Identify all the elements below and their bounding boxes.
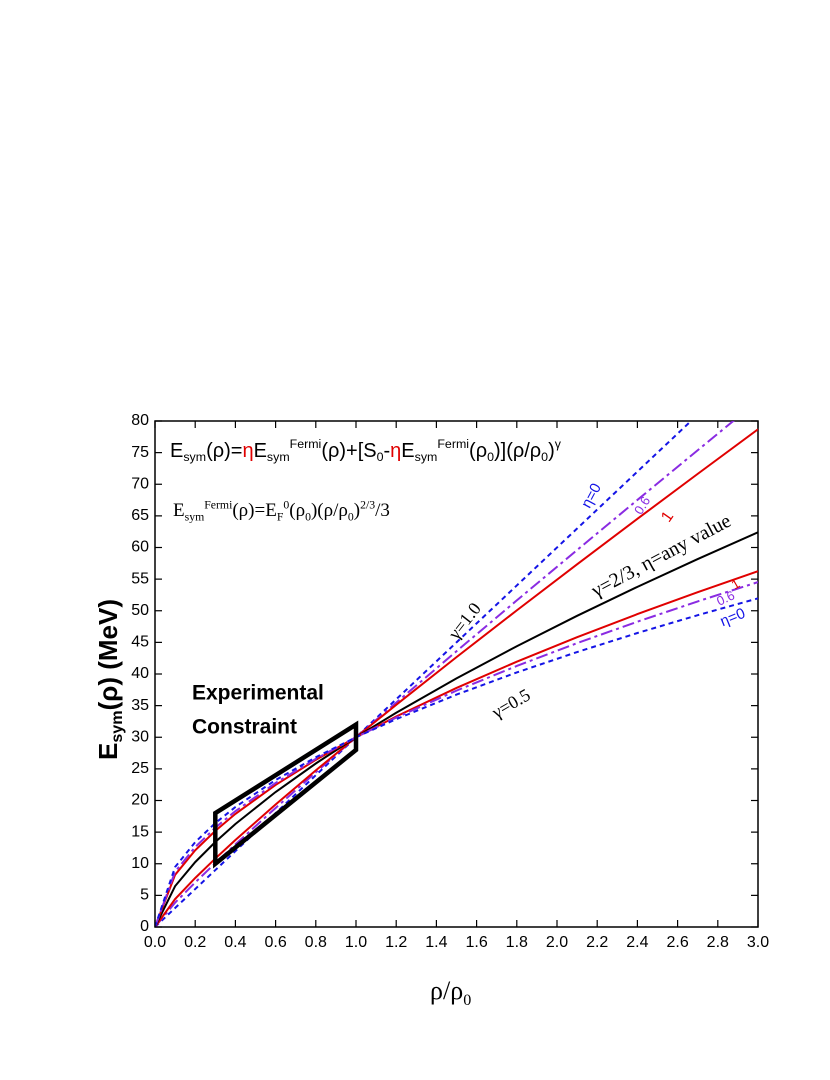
x-tick-label: 0.8: [305, 934, 327, 951]
text-part: )](ρ/ρ: [494, 440, 541, 462]
text-part: Fermi: [290, 437, 322, 451]
text-part: Fermi: [437, 437, 469, 451]
text-part: 0: [541, 450, 548, 464]
y-tick-label: 25: [131, 760, 149, 777]
x-tick-label: 1.6: [465, 934, 487, 951]
text-part: Fermi: [204, 498, 233, 511]
x-tick-label: 2.0: [546, 934, 568, 951]
y-tick-label: 30: [131, 728, 149, 745]
text-part: -: [384, 440, 391, 462]
text-part: sym: [185, 510, 205, 523]
y-tick-label: 50: [131, 602, 149, 619]
text-part: E: [401, 440, 414, 462]
text-part: η: [242, 440, 253, 462]
text-part: E: [93, 743, 123, 760]
x-tick-label: 2.4: [626, 934, 648, 951]
x-tick-label: 1.4: [425, 934, 447, 951]
line: [155, 421, 735, 927]
text-part: (ρ) (MeV): [93, 599, 123, 710]
y-tick-label: 45: [131, 634, 149, 651]
y-tick-label: 40: [131, 665, 149, 682]
y-tick-label: 10: [131, 855, 149, 872]
y-tick-label: 60: [131, 539, 149, 556]
text-part: 0: [283, 498, 289, 511]
y-tick-label: 15: [131, 823, 149, 840]
y-tick-label: 5: [140, 887, 149, 904]
text-part: E: [173, 500, 185, 521]
y-tick-label: 80: [131, 412, 149, 429]
text-part: (ρ: [289, 500, 305, 521]
constraint-label: Experimental: [192, 682, 324, 705]
text-part: F: [277, 510, 284, 523]
x-tick-label: 2.8: [707, 934, 729, 951]
x-tick-label: 0.2: [184, 934, 206, 951]
text-part: 0: [305, 510, 311, 523]
y-tick-label: 70: [131, 475, 149, 492]
constraint-label: Constraint: [192, 716, 297, 739]
x-tick-label: 0.6: [264, 934, 286, 951]
x-tick-label: 1.8: [506, 934, 528, 951]
x-tick-label: 2.2: [586, 934, 608, 951]
annotation: 1: [658, 508, 677, 525]
y-tick-label: 0: [140, 918, 149, 935]
annotation: 0.6: [631, 494, 653, 517]
text-part: (ρ)+[S: [321, 440, 376, 462]
text-part: ): [354, 500, 360, 521]
formula: EsymFermi(ρ)=EF0(ρ0)(ρ/ρ0)2/3/3: [173, 498, 390, 523]
text-part: (ρ)=: [206, 440, 242, 462]
text-part: 0: [463, 992, 471, 1009]
text-part: 2/3: [360, 498, 375, 511]
y-tick-label: 75: [131, 444, 149, 461]
formula: Esym(ρ)=ηEsymFermi(ρ)+[S0-ηEsymFermi(ρ0)…: [170, 437, 562, 464]
x-axis-label: ρ/ρ0: [430, 976, 471, 1009]
text-part: sym: [108, 710, 126, 742]
text-part: ): [548, 440, 555, 462]
x-tick-label: 1.2: [385, 934, 407, 951]
text-part: sym: [415, 450, 438, 464]
text-part: 0: [348, 510, 354, 523]
text-part: E: [254, 440, 267, 462]
text-part: /3: [375, 500, 390, 521]
y-tick-label: 20: [131, 792, 149, 809]
annotation: γ=0.5: [488, 685, 534, 723]
text-part: E: [170, 440, 183, 462]
x-tick-label: 0.0: [144, 934, 166, 951]
line: [155, 597, 758, 927]
text-part: η: [390, 440, 401, 462]
y-axis-label: Esym(ρ) (MeV): [93, 599, 126, 760]
text-part: (ρ)=E: [232, 500, 276, 521]
text-part: γ: [555, 437, 562, 451]
text-part: 0: [487, 450, 494, 464]
annotation: 0.6: [714, 587, 737, 608]
y-tick-label: 65: [131, 507, 149, 524]
x-tick-label: 0.4: [224, 934, 246, 951]
text-part: sym: [267, 450, 290, 464]
y-tick-label: 35: [131, 697, 149, 714]
text-part: 0: [377, 450, 384, 464]
text-part: sym: [183, 450, 206, 464]
line: [155, 421, 693, 927]
x-tick-label: 3.0: [747, 934, 769, 951]
text-part: ρ/ρ: [430, 976, 463, 1005]
y-tick-label: 55: [131, 570, 149, 587]
text-part: (ρ: [469, 440, 487, 462]
text-part: )(ρ/ρ: [311, 500, 348, 521]
x-tick-label: 2.6: [666, 934, 688, 951]
constraint-box: [213, 720, 359, 869]
x-tick-label: 1.0: [345, 934, 367, 951]
